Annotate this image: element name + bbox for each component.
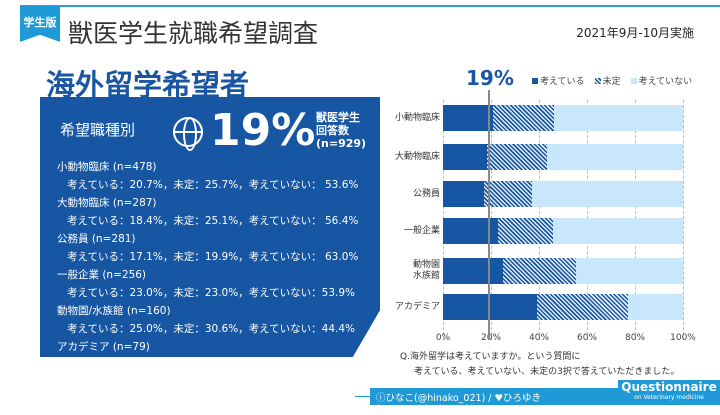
job-type-list: 小動物臨床 (n=478) 考えている：20.7%，未定：25.7%，考えていない… [57,158,359,357]
bar-segment-1 [537,294,629,320]
bar-segment-0 [443,144,488,170]
job-type-values: 考えている：23.0%，未定：23.0%，考えていない：53.9% [67,287,356,299]
bar-segment-1 [498,218,554,244]
bar-segment-1 [503,258,577,284]
category-label: アカデミア [380,302,440,313]
edition-badge: 学生版 [20,6,60,42]
bar-segment-0 [443,294,538,320]
job-type-name: 公務員 (n=281) [57,233,136,245]
legend-swatch [630,78,637,84]
legend-swatch [532,78,538,84]
bar-segment-0 [443,105,493,131]
category-label-line: 一般企業 [403,225,440,236]
legend-label: 未定 [602,77,621,87]
job-type-values: 考えている：17.1%，未定：19.9%，考えていない： 63.0% [67,251,359,263]
section-title: 海外留学希望者 [46,68,250,102]
x-tick-label: 80% [624,333,646,343]
x-tick-label: 100% [670,333,696,343]
job-type-name: 小動物臨床 (n=478) [57,161,157,173]
gridline [683,100,684,340]
category-label: 動物園 水族館 [380,260,440,282]
bar-segment-0 [443,258,503,284]
legend-item: 考えていない [630,74,693,87]
job-type-name: 大動物臨床 (n=287) [57,197,157,209]
category-label: 大動物臨床 [380,152,440,163]
bar-segment-1 [492,105,555,131]
respondents-label: 回答数 [316,124,349,137]
bar-segment-1 [484,181,532,207]
bar-row [443,105,683,131]
reference-line [487,90,490,340]
legend-label: 考えている [540,77,585,87]
bar-segment-2 [628,294,683,320]
category-label-line: 水族館 [412,271,440,281]
category-label: 一般企業 [380,226,440,237]
top-rule [20,5,720,7]
bar-row [443,218,683,244]
x-tick-label: 0% [435,333,451,343]
overall-percentage: 19% [210,105,316,156]
respondents-count: (n=929) [316,137,367,150]
question-note: Q.海外留学は考えていますか。という質問に 考えている、考えていない、未定の3択… [400,350,679,380]
category-label-line: 動物園 [412,260,440,270]
category-label-line: 公務員 [412,188,440,199]
stacked-bar-chart: 19% 考えている 未定 考えていない 0% 20% 40% 60% 80% 100% 小動物臨… [380,60,720,350]
bar-segment-0 [443,181,485,207]
category-label: 公務員 [380,189,440,200]
bar-segment-2 [531,181,683,207]
bar-segment-2 [547,144,683,170]
bar-segment-1 [487,144,548,170]
legend-swatch [594,78,601,84]
bar-segment-2 [554,105,683,131]
bar-segment-2 [576,258,683,284]
chart-title: 19% [466,66,514,90]
brand-logo: Questionnaire on Veterinary medicine [618,380,720,405]
bar-row [443,258,683,284]
chart-legend: 考えている 未定 考えていない [532,74,692,87]
note-line: Q.海外留学は考えていますか。という質問に [400,352,581,362]
summary-panel: 希望職種別 19% 獣医学生 回答数 (n=929) 小動物臨床 (n=478)… [40,97,380,357]
legend-item: 未定 [594,74,621,87]
x-tick-label: 60% [576,333,598,343]
survey-date: 2021年9月-10月実施 [576,26,694,40]
brand-title: Questionnaire [621,380,717,394]
legend-item: 考えている [532,74,585,87]
job-type-values: 考えている：39.2%，未定：38.0%，考えていない：22.8% [57,356,358,357]
panel-heading: 希望職種別 [60,121,136,139]
category-label-line: アカデミア [394,301,440,312]
job-type-values: 考えている：20.7%，未定：25.7%，考えていない： 53.6% [67,179,359,191]
brand-subtitle: on Veterinary medicine [634,394,704,401]
category-label: 小動物臨床 [380,113,440,124]
x-tick-label: 40% [528,333,550,343]
bar-row [443,181,683,207]
legend-label: 考えていない [638,77,693,87]
job-type-values: 考えている：18.4%，未定：25.1%，考えていない： 56.4% [67,215,359,227]
author-credit: ⓘひなこ(@hinako_021) / ♥ひろゆき(@HERO_doubutsu… [370,388,618,415]
credit-rule [355,396,371,397]
page-title: 獣医学生就職希望調査 [68,19,319,48]
bar-segment-2 [553,218,683,244]
x-tick-label: 20% [480,333,502,343]
job-type-name: アカデミア (n=79) [57,341,150,353]
job-type-values: 考えている：25.0%，未定：30.6%，考えていない：44.4% [67,323,356,335]
job-type-name: 一般企業 (n=256) [57,269,147,281]
category-label-line: 小動物臨床 [394,112,440,123]
job-type-name: 動物園/水族館 (n=160) [57,305,171,317]
globe-icon [173,117,203,151]
bar-row [443,294,683,320]
category-label-line: 大動物臨床 [394,151,440,162]
note-line: 考えている、考えていない、未定の3択で答えていただきました。 [414,367,680,377]
respondents: 獣医学生 回答数 (n=929) [316,111,366,150]
bar-segment-0 [443,218,499,244]
respondents-label: 獣医学生 [316,111,360,124]
bar-row [443,144,683,170]
